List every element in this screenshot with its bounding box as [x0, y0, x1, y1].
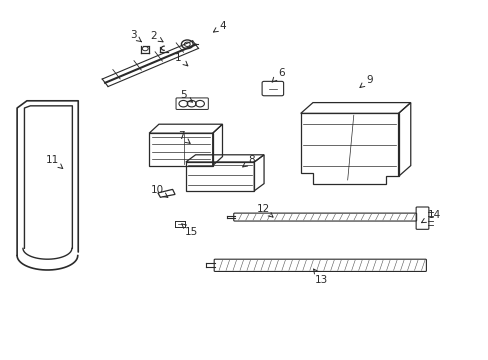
Text: 8: 8: [242, 155, 255, 167]
Text: 14: 14: [421, 210, 440, 222]
Text: 4: 4: [213, 21, 225, 32]
Text: 12: 12: [256, 204, 272, 217]
Text: 7: 7: [177, 131, 190, 143]
Text: 2: 2: [150, 31, 163, 42]
Text: 11: 11: [46, 155, 62, 168]
Text: 5: 5: [180, 90, 192, 102]
Text: 15: 15: [182, 224, 198, 237]
Text: 13: 13: [313, 269, 328, 285]
Text: 6: 6: [272, 68, 284, 82]
Text: 10: 10: [151, 185, 167, 197]
Text: 1: 1: [175, 53, 187, 66]
Text: 3: 3: [129, 30, 141, 42]
Text: 9: 9: [359, 75, 372, 87]
